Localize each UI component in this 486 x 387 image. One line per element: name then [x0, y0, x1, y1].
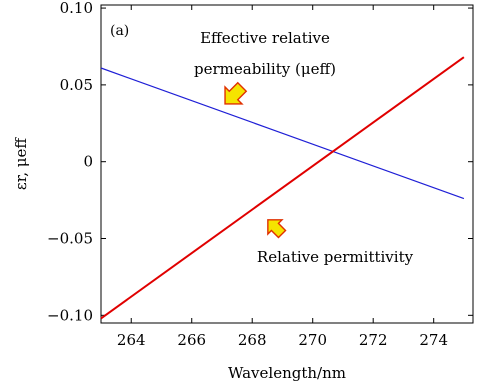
y-tick-label: 0 — [83, 153, 93, 171]
series-layer — [100, 56, 465, 320]
x-axis-title: Wavelength/nm — [228, 364, 346, 382]
y-tick-label: −0.05 — [47, 230, 93, 248]
x-tick-label: 270 — [298, 331, 327, 349]
annotation-permeability-line2: permeability (μeff) — [194, 60, 336, 78]
y-axis-title: εr, μeff — [12, 137, 30, 190]
y-tick-label: 0.10 — [60, 0, 93, 17]
panel-label: (a) — [110, 23, 129, 39]
axis-ticks: 264 266 268 270 272 274 −0.10 −0.05 0 0.05 0.10 — [47, 0, 473, 349]
x-tick-label: 272 — [359, 331, 388, 349]
x-tick-label: 268 — [238, 331, 267, 349]
x-tick-label: 264 — [117, 331, 146, 349]
y-tick-label: 0.05 — [60, 76, 93, 94]
y-tick-label: −0.10 — [47, 306, 93, 324]
annotation-permeability-line1: Effective relative — [200, 29, 330, 47]
x-tick-label: 266 — [177, 331, 206, 349]
x-tick-label: 274 — [419, 331, 448, 349]
plot-frame — [100, 4, 474, 324]
annotation-arrow-permeability — [224, 81, 248, 105]
annotation-permittivity: Relative permittivity — [257, 248, 414, 266]
series-line-permittivity — [100, 56, 465, 320]
series-line-permeability — [100, 67, 465, 200]
annotation-arrow-permittivity — [267, 219, 287, 239]
